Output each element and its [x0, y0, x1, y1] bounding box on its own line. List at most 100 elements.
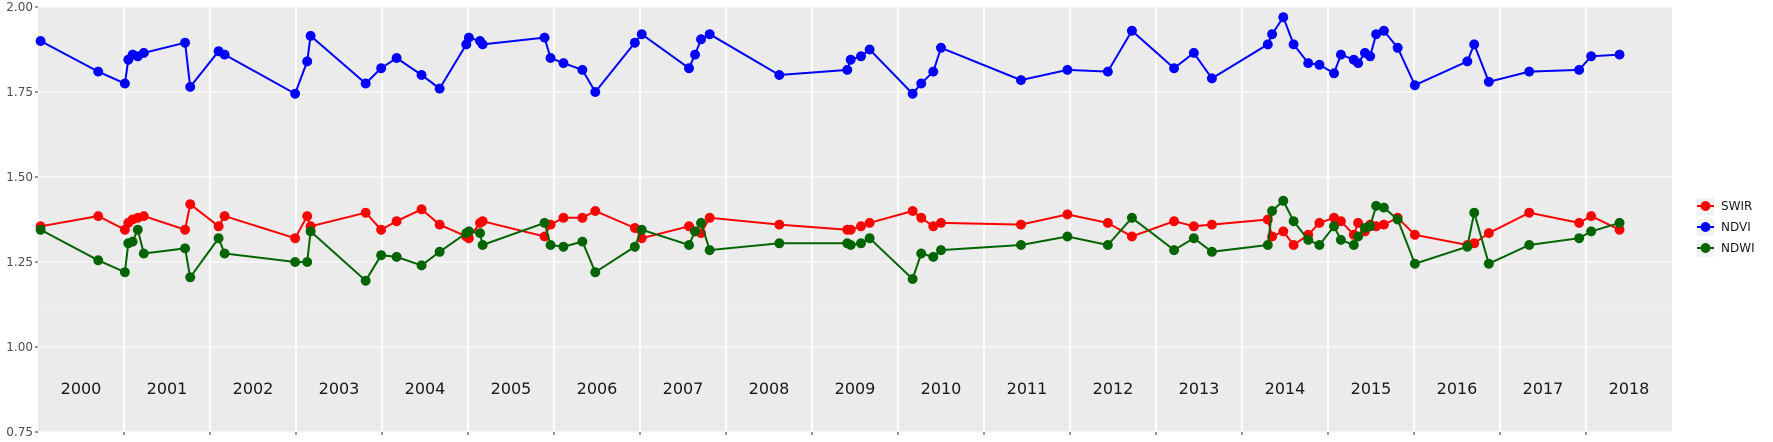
ndvi-point [119, 78, 130, 89]
swir-point [213, 221, 224, 232]
legend-key-point [1700, 201, 1711, 211]
ndwi-point [1288, 216, 1299, 227]
year-label: 2018 [1609, 379, 1650, 398]
ndwi-point [219, 248, 230, 259]
legend-item-swir: SWIR [1697, 198, 1752, 215]
ndwi-point [138, 248, 149, 259]
swir-point [219, 211, 230, 222]
ndvi-point [180, 37, 191, 48]
ndwi-point [180, 243, 191, 254]
ndwi-point [928, 251, 939, 262]
ndwi-point [1614, 217, 1625, 228]
year-label: 2015 [1351, 379, 1392, 398]
ndwi-point [1574, 233, 1585, 244]
ndwi-point [936, 245, 946, 256]
ndvi-point [1126, 25, 1137, 36]
ndwi-point [93, 255, 104, 266]
ndvi-point [463, 32, 474, 43]
ndwi-point [907, 274, 918, 284]
ndvi-point [1392, 42, 1403, 53]
series-ndwi [35, 195, 1625, 286]
ndwi-point [132, 224, 143, 235]
ndvi-point [1462, 56, 1473, 67]
ndwi-point [376, 250, 387, 261]
y-tick-label: 1.75 [6, 85, 33, 99]
year-label: 2002 [233, 379, 274, 398]
ndwi-point [1278, 195, 1289, 206]
ndvi-point [590, 87, 601, 97]
swir-point [845, 224, 856, 235]
ndwi-point [305, 226, 316, 237]
ndvi-point [1371, 29, 1382, 40]
ndwi-point [302, 257, 313, 267]
swir-point [704, 212, 715, 223]
year-label: 2013 [1179, 379, 1220, 398]
ndwi-point [475, 228, 486, 239]
ndwi-point [1586, 226, 1597, 237]
ndvi-point [376, 63, 387, 74]
ndwi-point [1206, 246, 1217, 257]
ndwi-point [636, 224, 647, 235]
swir-point [138, 211, 149, 222]
ndvi-point [636, 29, 647, 40]
ndwi-point [213, 233, 224, 244]
year-label: 2014 [1265, 379, 1306, 398]
swir-point [856, 221, 867, 232]
ndvi-point [1206, 73, 1217, 84]
ndwi-point [590, 267, 601, 278]
ndvi-point [842, 64, 853, 75]
swir-point [477, 216, 488, 227]
ndwi-point [539, 217, 550, 228]
year-label: 2017 [1523, 379, 1564, 398]
swir-point [376, 224, 387, 235]
swir-point [290, 233, 301, 244]
ndvi-point [1015, 75, 1026, 86]
ndvi-point [434, 83, 445, 94]
year-label: 2016 [1437, 379, 1478, 398]
ndwi-point [1469, 207, 1480, 218]
ndwi-point [696, 217, 707, 228]
ndvi-point [916, 78, 927, 89]
swir-point [590, 206, 601, 216]
ndwi-point [864, 233, 875, 244]
ndvi-point [690, 49, 701, 60]
ndwi-point [1462, 241, 1473, 252]
ndvi-point [302, 56, 313, 67]
ndvi-point [1288, 39, 1299, 50]
ndwi-point [463, 226, 474, 237]
swir-point [1169, 216, 1180, 227]
swir-point [864, 217, 875, 228]
swir-point [302, 211, 313, 222]
ndwi-point [1062, 231, 1073, 242]
ndwi-point [558, 241, 569, 252]
ndwi-point [1365, 221, 1376, 232]
y-tick-label: 1.00 [6, 340, 33, 354]
ndwi-point [1353, 231, 1364, 242]
ndwi-point [1409, 258, 1420, 269]
ndvi-point [138, 47, 149, 58]
ndvi-point [1267, 29, 1278, 40]
year-label: 2012 [1093, 379, 1134, 398]
ndwi-point [690, 226, 701, 237]
ndvi-point [577, 64, 588, 75]
legend: SWIR NDVI NDWI [1697, 198, 1755, 257]
year-label: 2011 [1007, 379, 1048, 398]
legend-item-ndwi: NDWI [1697, 240, 1755, 257]
y-tick-label: 2.00 [6, 0, 33, 14]
ndwi-point [185, 272, 196, 283]
year-label: 2007 [663, 379, 704, 398]
series-ndvi [35, 12, 1625, 99]
ndvi-point [1524, 66, 1535, 77]
swir-point [928, 221, 939, 232]
year-label: 2008 [749, 379, 790, 398]
swir-point [185, 199, 196, 210]
ndvi-point [558, 58, 569, 69]
ndvi-point [290, 88, 301, 99]
swir-point [907, 206, 918, 216]
ndwi-point [119, 267, 130, 278]
y-tick-label: 1.25 [6, 255, 33, 269]
year-label: 2004 [405, 379, 446, 398]
ndvi-point [539, 32, 550, 43]
swir-point [180, 224, 191, 235]
ndvi-point [907, 88, 918, 99]
